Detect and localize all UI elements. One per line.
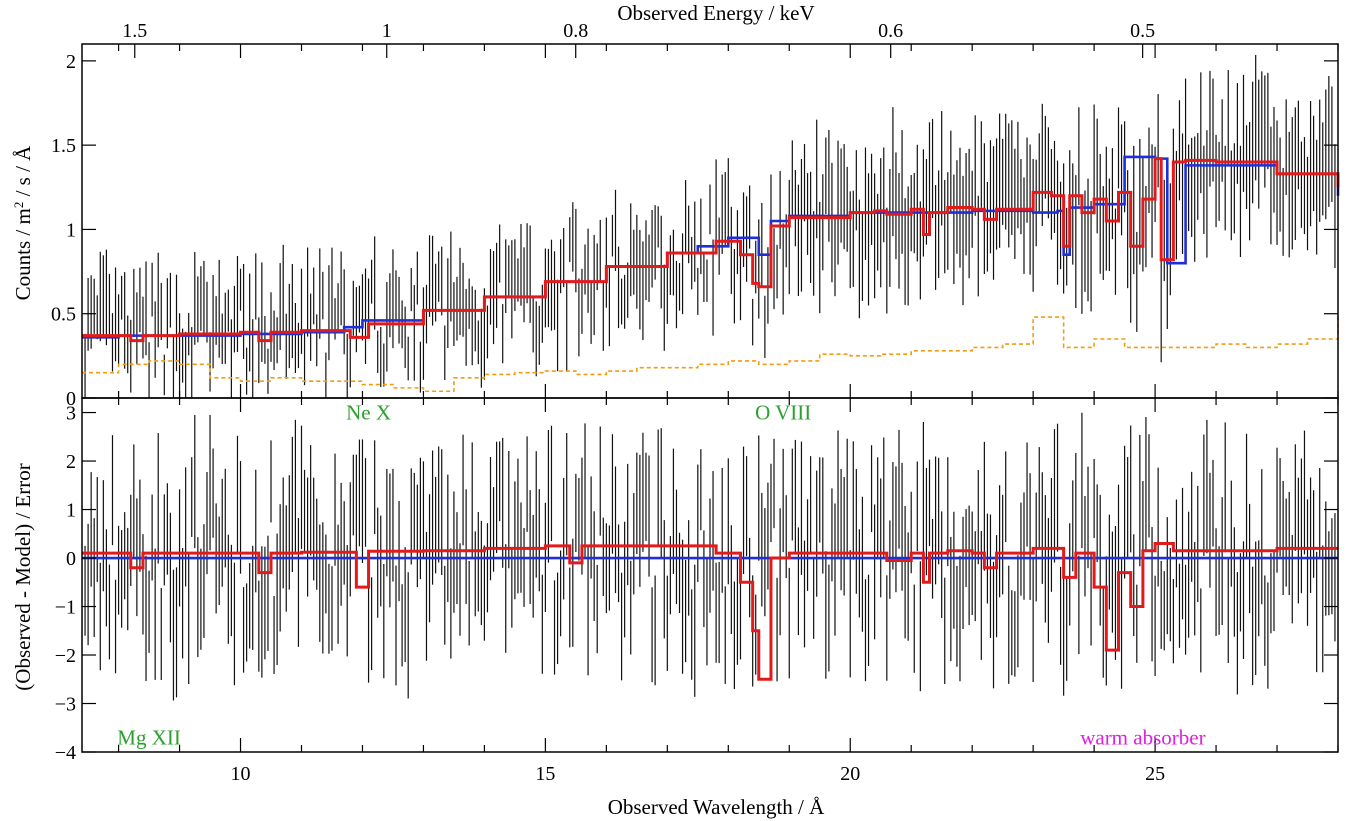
top-axis-label: Observed Energy / keV — [617, 1, 814, 25]
energy-tick-label: 1 — [382, 20, 392, 42]
x-axis-label: Observed Wavelength / Å — [608, 795, 825, 819]
annotation-label: warm absorber — [1080, 725, 1205, 749]
series-model-red-panel-0 — [82, 157, 1340, 343]
x-tick-label: 25 — [1145, 763, 1165, 785]
ticks-layer: 10 15 20 25 1.5 1 0.8 0.6 0.5 0 0.5 1 1.5 2 −4 −3 −2 −1 0 1… — [51, 20, 1339, 785]
y-tick-label: 1 — [66, 500, 76, 522]
y-tick-label: 0 — [66, 388, 76, 410]
residual-y-axis-label: (Observed - Model) / Error — [11, 463, 35, 690]
annotation-label: Mg XII — [117, 725, 181, 749]
spectrum-y-axis-label: Counts / m2 / s / Å — [11, 145, 36, 301]
y-tick-label: 0 — [66, 548, 76, 570]
y-tick-label: −1 — [55, 597, 76, 619]
annotation-label: O VIII — [755, 401, 811, 425]
series-model-blue-panel-0 — [82, 155, 1340, 339]
annotation-label: Ne X — [346, 401, 391, 425]
series-model-red-panel-1 — [82, 541, 1338, 681]
y-tick-label: −3 — [55, 694, 76, 716]
energy-tick-label: 0.5 — [1130, 20, 1155, 42]
x-tick-label: 20 — [840, 763, 860, 785]
series-layer — [82, 155, 1340, 681]
frame-layer — [81, 43, 1339, 753]
y-tick-label: 1.5 — [51, 135, 76, 157]
x-tick-label: 15 — [535, 763, 555, 785]
x-tick-label: 10 — [231, 763, 251, 785]
panel-frame-1 — [81, 397, 1339, 753]
y-tick-label: 2 — [66, 51, 76, 73]
annotations-layer: Ne X O VIII Mg XII warm absorber — [117, 401, 1205, 750]
y-tick-label: −2 — [55, 645, 76, 667]
energy-tick-label: 0.6 — [878, 20, 903, 42]
y-tick-label: 2 — [66, 451, 76, 473]
energy-tick-label: 0.8 — [563, 20, 588, 42]
y-tick-label: 0.5 — [51, 304, 76, 326]
energy-tick-label: 1.5 — [122, 20, 147, 42]
y-tick-label: −4 — [55, 742, 76, 764]
y-tick-label: 1 — [66, 219, 76, 241]
y-tick-label: 3 — [66, 403, 76, 425]
series-background-panel-0 — [82, 313, 1339, 393]
